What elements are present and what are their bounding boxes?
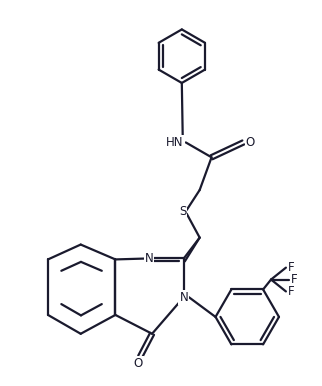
Text: F: F <box>288 261 294 274</box>
Text: N: N <box>145 252 154 265</box>
Text: HN: HN <box>166 136 184 149</box>
Text: F: F <box>288 285 294 298</box>
Text: O: O <box>246 136 255 149</box>
Text: F: F <box>290 273 297 286</box>
Text: N: N <box>179 291 188 304</box>
Text: O: O <box>134 357 143 370</box>
Text: S: S <box>179 205 186 218</box>
